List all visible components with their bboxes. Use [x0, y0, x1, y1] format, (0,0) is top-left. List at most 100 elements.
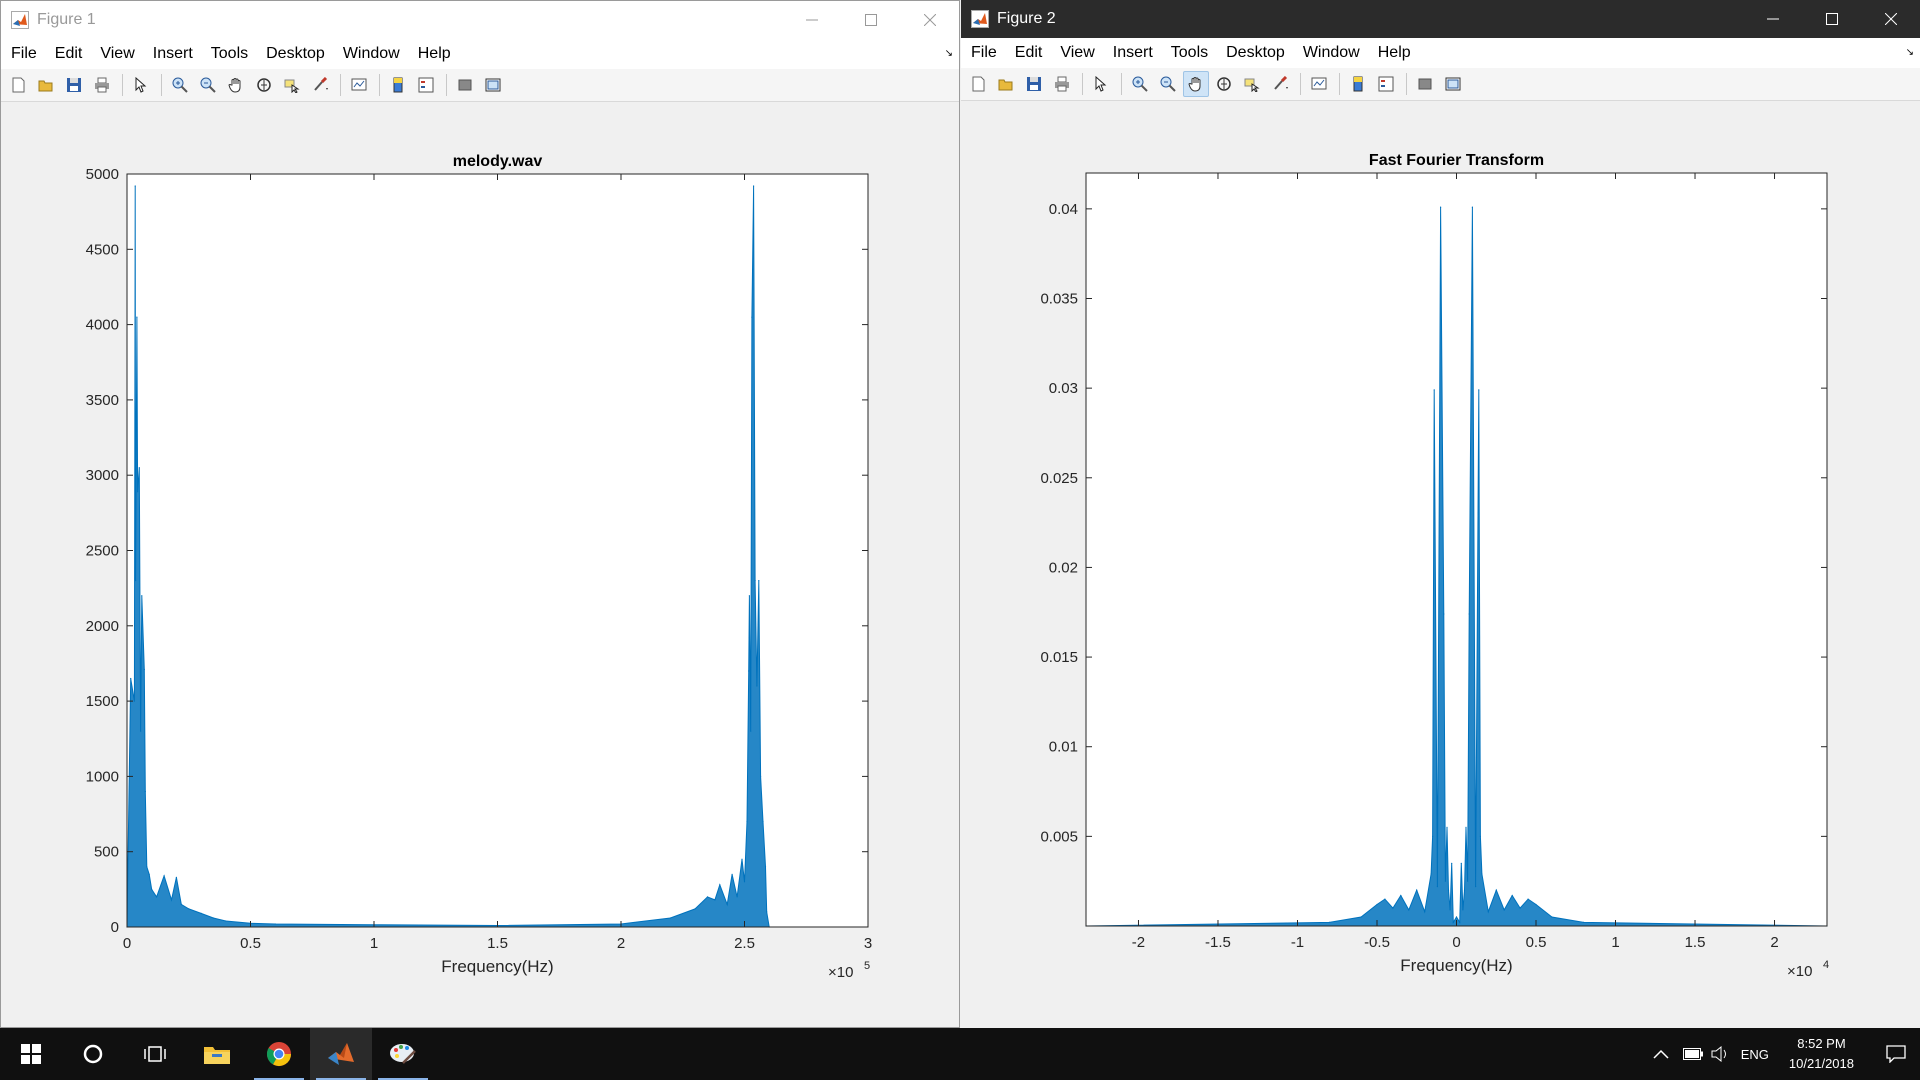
print-icon — [1055, 76, 1069, 92]
pan-hand-icon — [1188, 77, 1201, 92]
task-view-button[interactable] — [124, 1028, 186, 1080]
save-button[interactable] — [61, 72, 87, 98]
data-point — [1408, 909, 1410, 911]
title-bar[interactable]: Figure 1 — [1, 1, 959, 39]
action-center-button[interactable] — [1872, 1028, 1920, 1080]
maximize-button[interactable] — [1802, 0, 1861, 38]
language-indicator[interactable]: ENG — [1740, 1046, 1769, 1062]
data-point — [1432, 835, 1434, 838]
chrome-icon — [266, 1042, 291, 1067]
print-button[interactable] — [89, 72, 115, 98]
menu-desktop[interactable]: Desktop — [1226, 44, 1285, 61]
data-point — [1328, 921, 1330, 924]
brush-icon — [1274, 76, 1288, 90]
open-file-button[interactable] — [993, 71, 1019, 97]
y-tick-label: 0.035 — [1040, 291, 1078, 308]
pan-hand-button[interactable] — [223, 72, 249, 98]
edit-plot-button[interactable] — [128, 72, 154, 98]
menu-desktop[interactable]: Desktop — [266, 45, 325, 62]
clock[interactable]: 8:52 PM 10/21/2018 — [1789, 1034, 1854, 1074]
save-button[interactable] — [1021, 71, 1047, 97]
data-point — [1511, 894, 1513, 897]
window-title: Figure 2 — [997, 10, 1056, 27]
x-tick-label: 0 — [123, 935, 131, 952]
battery-icon[interactable] — [1682, 1048, 1703, 1060]
data-point — [754, 580, 756, 582]
zoom-in-button[interactable] — [1127, 71, 1153, 97]
hide-plot-tools-button[interactable] — [452, 72, 478, 98]
show-plot-tools-button[interactable] — [1440, 71, 1466, 97]
data-point — [135, 580, 137, 582]
chevron-up-icon[interactable] — [1653, 1049, 1669, 1059]
edit-plot-button[interactable] — [1088, 71, 1114, 97]
menu-file[interactable]: File — [971, 44, 997, 61]
rotate-3d-button[interactable] — [251, 72, 277, 98]
minimize-button[interactable] — [1743, 0, 1802, 38]
close-icon — [1884, 13, 1897, 25]
data-point — [741, 858, 743, 860]
minimize-button[interactable] — [782, 1, 841, 39]
data-cursor-button[interactable] — [1239, 71, 1265, 97]
menu-view[interactable]: View — [1060, 44, 1095, 61]
close-button[interactable] — [1861, 0, 1920, 38]
zoom-out-button[interactable] — [1155, 71, 1181, 97]
legend-button[interactable] — [413, 72, 439, 98]
data-point — [1527, 898, 1529, 900]
taskbar-chrome[interactable] — [248, 1028, 310, 1080]
data-point — [130, 677, 132, 680]
hide-plot-tools-button[interactable] — [1412, 71, 1438, 97]
chart-melody[interactable]: 0 0.5 1 1.5 2 2.5 3 0 500 1000 1500 2000 2500 3000 350… — [1, 102, 959, 1028]
title-bar[interactable]: Figure 2 — [961, 0, 1920, 38]
legend-button[interactable] — [1373, 71, 1399, 97]
pan-hand-button[interactable] — [1183, 71, 1209, 97]
taskbar-paint[interactable] — [372, 1028, 434, 1080]
data-point — [137, 491, 139, 493]
print-button[interactable] — [1049, 71, 1075, 97]
link-plot-button[interactable] — [346, 72, 372, 98]
dock-figure-icon[interactable]: ↘ — [944, 48, 953, 59]
menu-insert[interactable]: Insert — [1112, 44, 1153, 61]
chart-fft[interactable]: -2 -1.5 -1 -0.5 0 0.5 1 1.5 2 0.005 0.01 0.015 0.02 0… — [961, 101, 1920, 1028]
open-file-button[interactable] — [33, 72, 59, 98]
close-button[interactable] — [900, 1, 959, 39]
menu-tools[interactable]: Tools — [210, 45, 249, 62]
show-plot-tools-button[interactable] — [480, 72, 506, 98]
data-point — [764, 866, 767, 868]
menu-tools[interactable]: Tools — [1170, 44, 1209, 61]
x-tick-label: 3 — [864, 935, 872, 952]
volume-icon[interactable] — [1711, 1046, 1731, 1062]
menu-help[interactable]: Help — [1377, 44, 1411, 61]
y-tick-label: 1500 — [86, 693, 119, 710]
colorbar-button[interactable] — [1345, 71, 1371, 97]
data-point — [756, 685, 758, 687]
link-plot-icon — [351, 78, 367, 91]
new-figure-button[interactable] — [5, 72, 31, 98]
menu-insert[interactable]: Insert — [152, 45, 193, 62]
zoom-out-button[interactable] — [195, 72, 221, 98]
brush-button[interactable] — [1267, 71, 1293, 97]
menu-view[interactable]: View — [100, 45, 135, 62]
data-point — [1471, 206, 1473, 208]
zoom-in-button[interactable] — [167, 72, 193, 98]
data-cursor-button[interactable] — [279, 72, 305, 98]
data-point — [1481, 873, 1483, 875]
taskbar-matlab[interactable] — [310, 1028, 372, 1080]
menu-window[interactable]: Window — [342, 45, 400, 62]
data-point — [1392, 907, 1394, 909]
link-plot-button[interactable] — [1306, 71, 1332, 97]
dock-figure-icon[interactable]: ↘ — [1905, 47, 1914, 58]
rotate-3d-button[interactable] — [1211, 71, 1237, 97]
taskbar-file-explorer[interactable] — [186, 1028, 248, 1080]
menu-edit[interactable]: Edit — [54, 45, 83, 62]
menu-window[interactable]: Window — [1302, 44, 1360, 61]
colorbar-button[interactable] — [385, 72, 411, 98]
start-button[interactable] — [0, 1028, 62, 1080]
menu-file[interactable]: File — [11, 45, 37, 62]
maximize-button[interactable] — [841, 1, 900, 39]
cortana-button[interactable] — [62, 1028, 124, 1080]
menu-edit[interactable]: Edit — [1014, 44, 1043, 61]
brush-button[interactable] — [307, 72, 333, 98]
new-figure-button[interactable] — [965, 71, 991, 97]
menu-help[interactable]: Help — [417, 45, 451, 62]
matlab-app-icon — [11, 11, 29, 29]
